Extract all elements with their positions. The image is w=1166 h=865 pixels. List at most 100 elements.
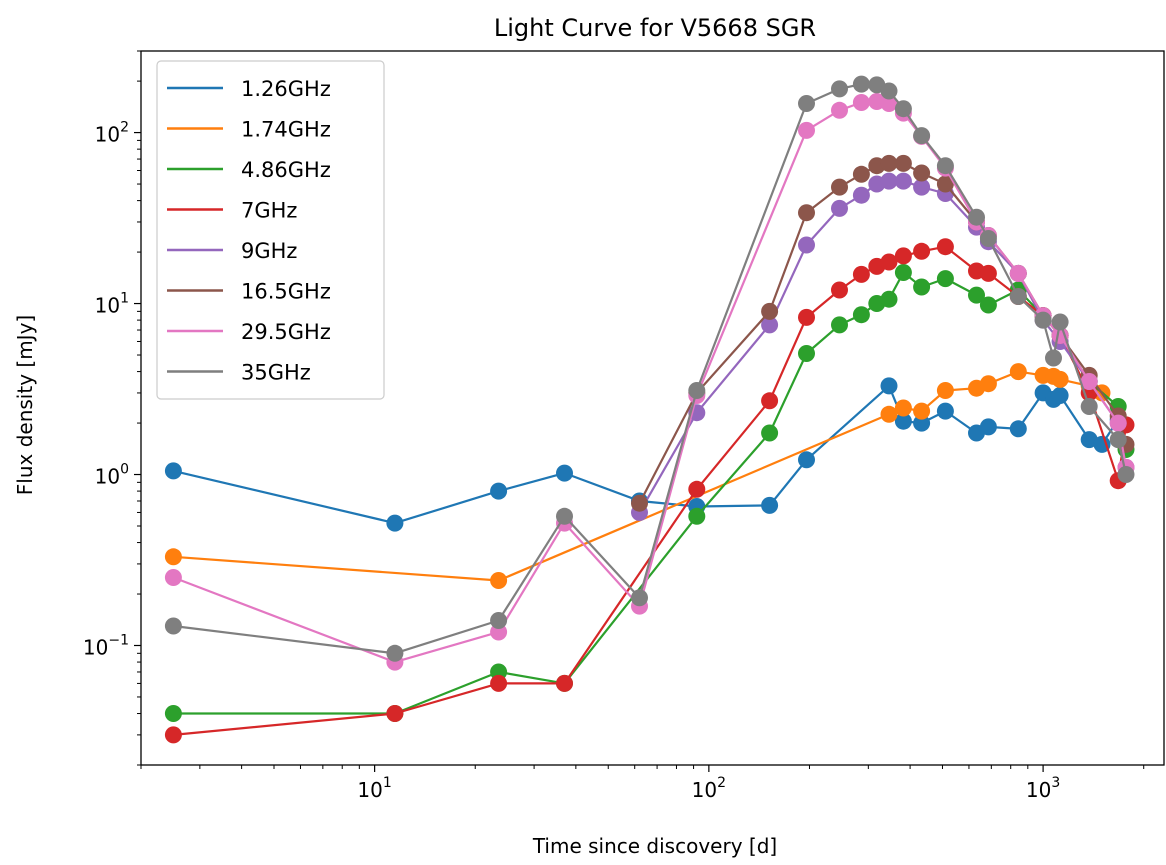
data-point-9ghz bbox=[880, 172, 898, 190]
legend-box bbox=[156, 60, 385, 400]
data-point-35ghz bbox=[798, 95, 815, 112]
y-tick-label: 102 bbox=[95, 120, 129, 147]
chart-title: Light Curve for V5668 SGR bbox=[494, 14, 816, 42]
x-tick-label: 103 bbox=[1026, 775, 1060, 802]
data-point-4-86ghz bbox=[968, 286, 985, 304]
data-point-1-74ghz bbox=[880, 405, 898, 423]
data-point-1-74ghz bbox=[1051, 370, 1069, 388]
data-point-29-5ghz bbox=[1080, 373, 1098, 390]
data-point-4-86ghz bbox=[798, 345, 815, 362]
data-point-9ghz bbox=[894, 172, 912, 190]
data-point-35ghz bbox=[386, 644, 404, 662]
series-line-1-74ghz bbox=[173, 370, 1103, 582]
data-point-16-5ghz bbox=[631, 494, 648, 512]
series-9ghz bbox=[631, 172, 1135, 521]
data-point-29-5ghz bbox=[1109, 414, 1127, 432]
data-point-29-5ghz bbox=[852, 94, 870, 111]
plot-area bbox=[164, 75, 1135, 744]
y-tick-label: 10−1 bbox=[83, 632, 129, 659]
data-point-4-86ghz bbox=[936, 270, 954, 288]
legend-label: 1.26GHz bbox=[241, 77, 331, 101]
series-1-26ghz bbox=[164, 377, 1127, 532]
data-point-4-86ghz bbox=[894, 264, 912, 281]
data-point-16-5ghz bbox=[831, 178, 848, 196]
data-point-1-26ghz bbox=[913, 414, 931, 432]
data-point-4-86ghz bbox=[913, 278, 931, 296]
y-tick-label: 101 bbox=[95, 291, 129, 318]
data-point-7ghz bbox=[164, 726, 182, 744]
data-point-35ghz bbox=[1080, 398, 1098, 415]
data-point-7ghz bbox=[798, 308, 815, 326]
data-point-29-5ghz bbox=[1009, 264, 1027, 282]
axis-ticks: 101 102 103 10−1 100 101 102 bbox=[83, 50, 1145, 802]
data-point-1-26ghz bbox=[880, 377, 898, 395]
legend-label: 7GHz bbox=[241, 199, 297, 223]
series-35ghz bbox=[164, 75, 1135, 662]
data-point-1-26ghz bbox=[798, 451, 815, 469]
legend-label: 4.86GHz bbox=[241, 158, 331, 182]
data-point-9ghz bbox=[852, 186, 870, 204]
data-point-29-5ghz bbox=[880, 95, 898, 112]
data-point-4-86ghz bbox=[164, 705, 182, 722]
legend-label: 35GHz bbox=[241, 361, 311, 385]
legend: 1.26GHz 1.74GHz 4.86GHz 7GHz 9GHz 16.5GHz 29.5… bbox=[156, 60, 385, 400]
data-point-16-5ghz bbox=[913, 164, 931, 182]
data-point-35ghz bbox=[1045, 349, 1062, 367]
data-point-29-5ghz bbox=[798, 121, 815, 139]
data-point-7ghz bbox=[979, 264, 997, 282]
data-point-7ghz bbox=[831, 281, 848, 299]
data-point-9ghz bbox=[761, 316, 779, 334]
x-tick-label: 101 bbox=[357, 775, 391, 802]
data-point-7ghz bbox=[490, 674, 508, 692]
data-point-1-74ghz bbox=[979, 375, 997, 393]
data-point-35ghz bbox=[490, 612, 508, 629]
data-point-4-86ghz bbox=[880, 290, 898, 308]
data-point-1-26ghz bbox=[979, 418, 997, 436]
data-point-9ghz bbox=[831, 199, 848, 217]
data-point-1-26ghz bbox=[894, 412, 912, 430]
data-point-1-74ghz bbox=[164, 548, 182, 566]
data-point-7ghz bbox=[894, 247, 912, 265]
data-point-9ghz bbox=[913, 178, 931, 196]
data-point-1-26ghz bbox=[556, 464, 573, 482]
data-point-7ghz bbox=[386, 705, 404, 722]
data-point-1-26ghz bbox=[936, 402, 954, 420]
data-point-1-26ghz bbox=[164, 462, 182, 480]
legend-label: 16.5GHz bbox=[241, 280, 331, 304]
data-point-4-86ghz bbox=[761, 424, 779, 442]
data-point-35ghz bbox=[852, 75, 870, 93]
data-point-7ghz bbox=[688, 480, 706, 498]
data-point-4-86ghz bbox=[831, 316, 848, 334]
data-point-35ghz bbox=[1117, 466, 1135, 483]
data-point-4-86ghz bbox=[688, 507, 706, 525]
y-tick-label: 100 bbox=[95, 462, 129, 489]
data-point-7ghz bbox=[852, 265, 870, 283]
data-point-35ghz bbox=[1051, 313, 1069, 331]
data-point-35ghz bbox=[556, 507, 573, 525]
data-point-16-5ghz bbox=[880, 154, 898, 172]
data-point-1-26ghz bbox=[490, 482, 508, 500]
data-point-1-26ghz bbox=[1093, 435, 1111, 453]
legend-label: 29.5GHz bbox=[241, 320, 331, 344]
data-point-35ghz bbox=[688, 382, 706, 399]
data-point-1-26ghz bbox=[386, 514, 404, 532]
plot-frame bbox=[140, 50, 1165, 766]
data-point-35ghz bbox=[831, 80, 848, 98]
data-point-16-5ghz bbox=[798, 204, 815, 222]
data-point-1-74ghz bbox=[936, 382, 954, 399]
data-point-35ghz bbox=[979, 230, 997, 247]
data-point-29-5ghz bbox=[831, 101, 848, 119]
data-point-35ghz bbox=[894, 100, 912, 118]
data-point-16-5ghz bbox=[936, 175, 954, 193]
data-point-1-74ghz bbox=[1009, 363, 1027, 381]
data-point-16-5ghz bbox=[761, 302, 779, 320]
data-point-35ghz bbox=[1009, 288, 1027, 305]
data-point-7ghz bbox=[556, 674, 573, 692]
data-point-16-5ghz bbox=[852, 165, 870, 183]
data-point-7ghz bbox=[936, 238, 954, 256]
data-point-35ghz bbox=[880, 82, 898, 100]
data-point-1-26ghz bbox=[761, 496, 779, 514]
data-point-7ghz bbox=[880, 253, 898, 271]
data-point-9ghz bbox=[798, 236, 815, 254]
